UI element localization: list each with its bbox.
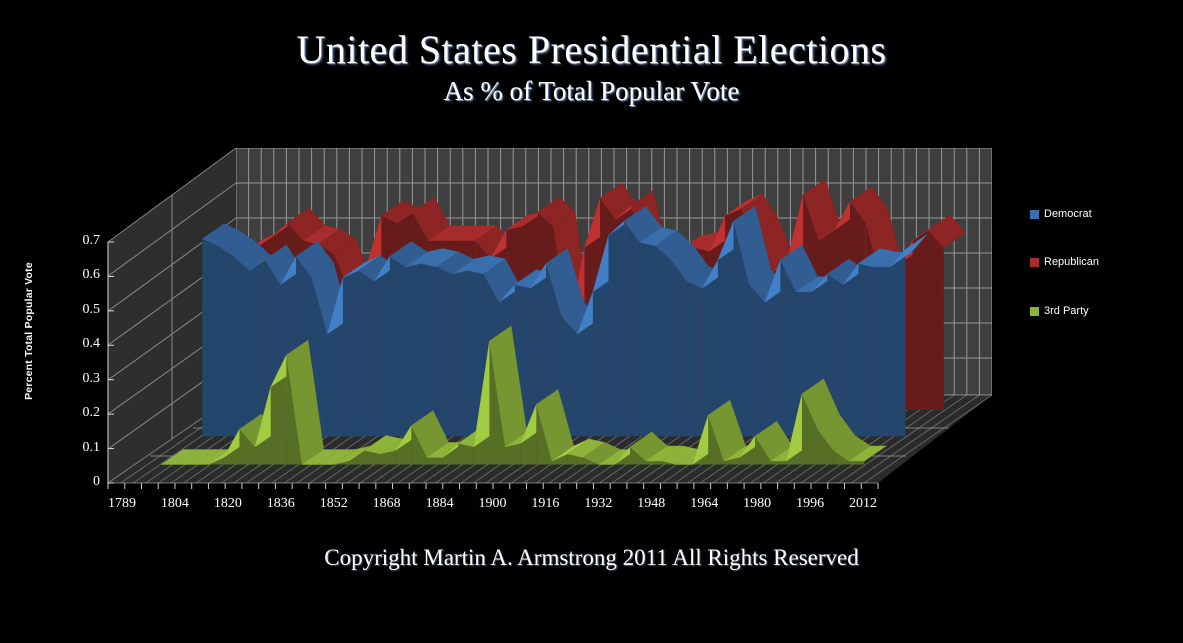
x-tick-label: 1852 xyxy=(319,496,348,511)
ribbon-front-face xyxy=(436,266,453,437)
ribbon-front-face xyxy=(458,443,474,465)
ribbon-top-face xyxy=(889,234,928,268)
y-axis-title: Percent Total Popular Vote xyxy=(23,262,35,400)
legend-swatch-republican xyxy=(1030,257,1039,267)
y-tick-label: 0.7 xyxy=(82,233,101,248)
ribbon-front-face xyxy=(889,249,906,437)
ribbon-front-face xyxy=(770,460,787,465)
ribbon-front-face xyxy=(928,230,944,410)
ribbon-front-face xyxy=(364,450,381,465)
ribbon-front-face xyxy=(874,266,890,437)
legend-swatch-3rd-party xyxy=(1030,306,1039,316)
x-tick-label: 1900 xyxy=(478,496,507,511)
ribbon-front-face xyxy=(411,425,427,465)
series-3rd-party xyxy=(160,325,887,466)
legend-item-3rd-party[interactable]: 3rd Party xyxy=(1030,305,1089,317)
x-tick-label: 1884 xyxy=(425,496,454,511)
ribbon-front-face xyxy=(817,429,834,465)
legend-item-democrat[interactable]: Democrat xyxy=(1030,208,1092,220)
ribbon-front-face xyxy=(202,238,218,437)
ribbon-front-face xyxy=(645,460,662,465)
ribbon-front-face xyxy=(239,429,256,465)
y-tick-label: 0.4 xyxy=(82,336,101,352)
x-tick-label: 1804 xyxy=(160,496,189,511)
ribbon-front-face xyxy=(217,245,234,437)
ribbon-front-face xyxy=(702,259,718,437)
legend-swatch-democrat xyxy=(1030,209,1039,219)
x-tick-label: 1948 xyxy=(637,496,666,511)
page-title: United States Presidential Elections xyxy=(296,27,887,72)
y-axis xyxy=(107,241,114,484)
y-tick-label: 0.3 xyxy=(82,370,101,386)
series-democrat xyxy=(201,205,928,437)
ribbon-front-face xyxy=(780,259,797,437)
x-tick-label: 1789 xyxy=(108,496,136,511)
ribbon-front-face xyxy=(608,221,625,437)
y-tick-label: 0 xyxy=(93,474,100,489)
legend-label-democrat: Democrat xyxy=(1044,208,1092,220)
ribbon-front-face xyxy=(833,450,849,465)
ribbon-front-face xyxy=(467,270,484,437)
ribbon-front-face xyxy=(551,453,568,465)
x-tick-label: 1916 xyxy=(531,496,560,511)
ribbon-front-face xyxy=(249,259,265,437)
ribbon-front-face xyxy=(842,263,859,437)
legend-label-republican: Republican xyxy=(1044,256,1100,268)
ribbon-front-face xyxy=(848,460,865,465)
y-tick-label: 0.1 xyxy=(82,439,101,455)
ribbon-front-face xyxy=(912,230,929,410)
ribbon-front-face xyxy=(655,245,672,437)
x-tick-label: 1820 xyxy=(213,496,242,511)
ribbon-top-face xyxy=(847,445,887,462)
ribbon-front-face xyxy=(723,457,740,465)
x-tick-label: 1964 xyxy=(690,496,719,511)
ribbon-front-face xyxy=(858,263,875,437)
x-tick-label: 1996 xyxy=(796,496,825,511)
ribbon-front-face xyxy=(233,256,250,437)
x-tick-label: 1980 xyxy=(743,496,772,511)
ribbon-front-face xyxy=(374,256,390,437)
ribbon-front-face xyxy=(421,263,437,437)
legend-label-3rd-party: 3rd Party xyxy=(1044,305,1089,317)
ribbon-front-face xyxy=(405,263,422,437)
ribbon-front-face xyxy=(624,221,640,437)
x-tick-label: 1836 xyxy=(266,496,295,511)
ribbon-front-face xyxy=(749,284,765,437)
copyright-text: Copyright Martin A. Armstrong 2011 All R… xyxy=(324,545,859,570)
ribbon-front-face xyxy=(530,263,547,437)
x-tick-label: 1932 xyxy=(584,496,613,511)
ribbon-front-face xyxy=(452,270,468,437)
ribbon-top-face xyxy=(927,214,966,248)
ribbon-front-face xyxy=(733,221,750,437)
ribbon-front-face xyxy=(764,259,781,437)
ribbon-front-face xyxy=(717,221,734,437)
ribbon-front-face xyxy=(671,259,687,437)
legend-item-republican[interactable]: Republican xyxy=(1030,256,1099,268)
y-tick-label: 0.2 xyxy=(82,405,101,421)
x-tick-label: 2012 xyxy=(849,496,877,511)
ribbon-front-face xyxy=(380,450,396,465)
ribbon-front-face xyxy=(426,457,443,465)
x-tick-label: 1868 xyxy=(372,496,401,511)
ribbon-front-face xyxy=(755,436,771,465)
ribbon-front-face xyxy=(708,415,724,465)
ribbon-front-face xyxy=(630,446,646,465)
ribbon-front-face xyxy=(358,270,375,437)
ribbon-front-face xyxy=(342,270,359,437)
page-subtitle: As % of Total Popular Vote xyxy=(443,76,740,106)
ribbon-front-face xyxy=(801,393,818,465)
y-tick-label: 0.6 xyxy=(82,267,101,283)
y-tick-label: 0.5 xyxy=(82,301,101,317)
ribbon-front-face xyxy=(348,450,365,465)
ribbon-front-face xyxy=(686,281,703,437)
ribbon-front-face xyxy=(561,316,578,437)
ribbon-front-face xyxy=(389,256,406,437)
series-ribbons xyxy=(160,179,966,466)
ribbon-front-face xyxy=(639,242,656,437)
ribbon-front-face xyxy=(489,341,506,465)
ribbon-front-face xyxy=(505,443,521,465)
